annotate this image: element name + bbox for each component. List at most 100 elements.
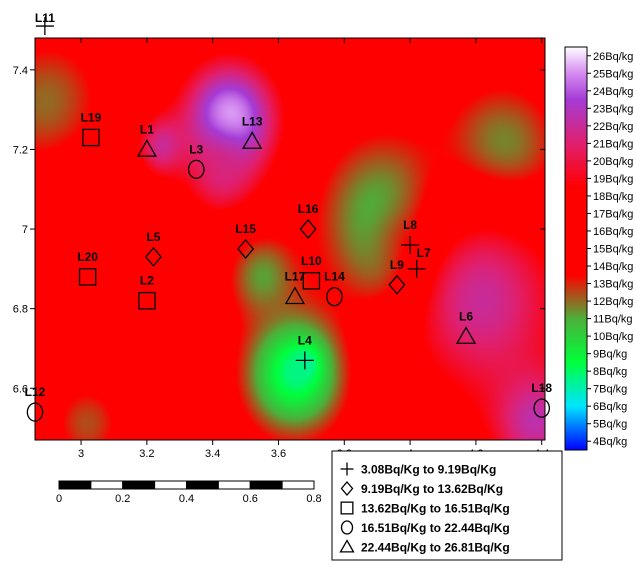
legend-label: 16.51Bq/Kg to 22.44Bq/Kg: [361, 521, 510, 535]
legend-label: 22.44Bq/Kg to 26.81Bq/Kg: [361, 541, 510, 555]
station-l12: L12: [25, 385, 46, 422]
station-l4: L4: [295, 333, 314, 370]
square-marker: [138, 291, 156, 310]
colorbar-label: 19Bq/kg: [593, 173, 633, 185]
map-plot-area: 33.23.43.63.844.24.4 6.66.877.27.4 L1L2L…: [13, 11, 553, 460]
colorbar-label: 15Bq/kg: [593, 244, 633, 256]
legend-item-diamond: 9.19Bq/Kg to 13.62Bq/Kg: [340, 480, 503, 497]
y-tick-label: 7.4: [13, 65, 28, 77]
station-label: L12: [25, 385, 46, 399]
triangle-marker: [339, 539, 355, 553]
y-tick-label: 6.8: [13, 304, 28, 316]
scale-label: 0.2: [115, 493, 130, 505]
colorbar-ticks: 4Bq/kg 5Bq/kg 6Bq/kg 7Bq/kg 8Bq/kg 9Bq/kg 10Bq…: [587, 51, 633, 448]
scale-segment: [90, 480, 124, 490]
station-l16: L16: [298, 202, 319, 240]
station-l13: L13: [242, 114, 263, 149]
station-l7: L7: [407, 246, 431, 278]
scale-segment: [122, 480, 156, 490]
square-marker: [340, 501, 354, 515]
circle-marker: [533, 398, 551, 418]
colorbar-label: 21Bq/kg: [593, 138, 633, 150]
scale-label: 0.6: [243, 493, 258, 505]
scale-label: 0.4: [179, 493, 194, 505]
station-label: L11: [35, 11, 55, 25]
colorbar-label: 8Bq/kg: [593, 366, 627, 378]
square-marker: [82, 128, 100, 147]
station-label: L6: [459, 310, 473, 324]
colorbar-label: 13Bq/kg: [593, 279, 633, 291]
station-l8: L8: [401, 218, 420, 254]
station-l15: L15: [235, 222, 256, 259]
square-marker: [302, 272, 321, 290]
colorbar-label: 24Bq/kg: [593, 86, 633, 98]
station-label: L2: [140, 274, 154, 288]
colorbar-label: 16Bq/kg: [593, 226, 633, 238]
station-l5: L5: [144, 230, 162, 267]
station-label: L20: [77, 250, 98, 264]
plot-frame: [34, 37, 546, 441]
triangle-marker: [284, 286, 306, 305]
station-label: L17: [285, 270, 306, 284]
concentration-surface: [35, 38, 545, 440]
circle-marker: [340, 520, 354, 535]
legend-item-circle: 16.51Bq/Kg to 22.44Bq/Kg: [340, 520, 510, 535]
station-l3: L3: [187, 142, 205, 179]
station-l20: L20: [77, 250, 98, 286]
circle-marker: [26, 402, 44, 422]
diamond-marker: [388, 274, 406, 295]
colorbar-label: 26Bq/kg: [593, 51, 633, 63]
colorbar-label: 7Bq/kg: [593, 384, 627, 396]
station-l9: L9: [388, 258, 406, 295]
station-l17: L17: [284, 270, 306, 305]
station-label: L4: [298, 333, 312, 347]
scale-segment: [217, 480, 251, 490]
colorbar-label: 20Bq/kg: [593, 156, 633, 168]
station-label: L8: [403, 218, 417, 232]
colorbar-label: 4Bq/kg: [593, 436, 627, 448]
scale-segment: [249, 480, 283, 490]
colorbar-label: 18Bq/kg: [593, 191, 633, 203]
x-tick-label: 3.2: [139, 448, 154, 460]
scale-segment: [281, 480, 315, 490]
station-label: L16: [298, 202, 319, 216]
legend-box: [331, 450, 563, 561]
scale-segment: [58, 480, 92, 490]
colorbar-label: 10Bq/kg: [593, 331, 633, 343]
station-l6: L6: [455, 310, 477, 344]
scale-segment: [186, 480, 219, 490]
colorbar-label: 5Bq/kg: [593, 419, 627, 431]
colorbar: 4Bq/kg 5Bq/kg 6Bq/kg 7Bq/kg 8Bq/kg 9Bq/kg 10Bq…: [564, 46, 633, 451]
triangle-marker: [455, 326, 477, 344]
symbol-legend: 3.08Bq/Kg to 9.19Bq/Kg 9.19Bq/Kg to 13.62…: [331, 450, 563, 561]
station-l11: L11: [35, 11, 55, 36]
triangle-marker: [136, 139, 157, 157]
square-marker: [78, 268, 97, 286]
station-l10: L10: [301, 254, 322, 290]
station-l19: L19: [81, 111, 102, 147]
station-l18: L18: [531, 381, 552, 418]
station-l14: L14: [324, 270, 345, 307]
circle-marker: [326, 287, 343, 307]
station-label: L7: [417, 246, 431, 260]
x-tick-label: 3.6: [271, 448, 286, 460]
x-tick-label: 3.4: [205, 448, 220, 460]
station-label: L14: [324, 270, 345, 284]
station-l2: L2: [138, 274, 156, 310]
colorbar-label: 6Bq/kg: [593, 401, 627, 413]
station-label: L10: [301, 254, 322, 268]
legend-label: 3.08Bq/Kg to 9.19Bq/Kg: [361, 463, 496, 477]
y-tick-label: 6.6: [13, 383, 28, 395]
diamond-marker: [144, 246, 162, 267]
x-tick-label: 3: [78, 448, 84, 460]
legend-label: 9.19Bq/Kg to 13.62Bq/Kg: [361, 482, 503, 496]
legend-item-plus: 3.08Bq/Kg to 9.19Bq/Kg: [340, 462, 496, 477]
y-axis: 6.6 6.8 7 7.2 7.4: [13, 65, 545, 395]
colorbar-label: 9Bq/kg: [593, 349, 627, 361]
station-label: L19: [81, 111, 102, 125]
station-l1: L1: [136, 122, 157, 157]
colorbar-label: 14Bq/kg: [593, 261, 633, 273]
diamond-marker: [237, 238, 255, 259]
